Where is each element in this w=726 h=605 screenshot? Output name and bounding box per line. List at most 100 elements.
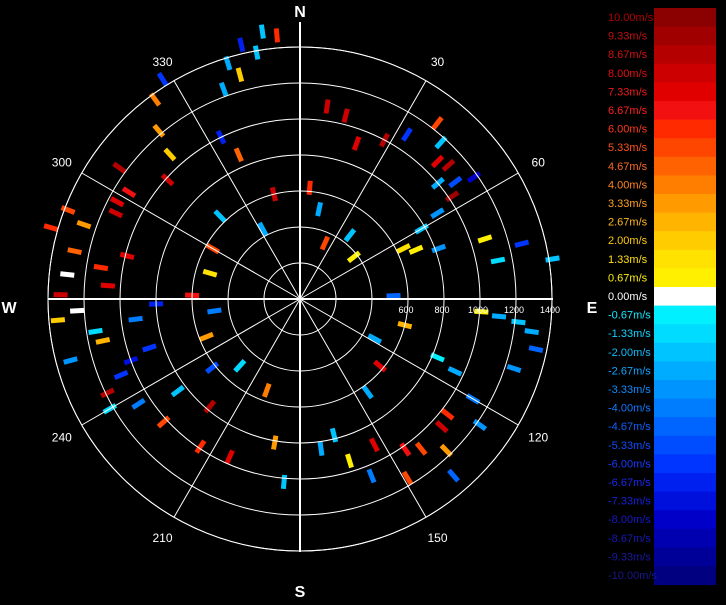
echo-gate-21 (545, 255, 560, 263)
echo-gate-89 (258, 24, 266, 39)
echo-gate-100 (361, 385, 374, 400)
colorbar-label-27: -8.00m/s (608, 514, 651, 526)
bearing-label-120: 120 (528, 431, 548, 445)
echo-gate-1 (341, 108, 350, 123)
echo-gate-20 (490, 256, 506, 265)
colorbar-label-29: -9.33m/s (608, 551, 651, 563)
echo-gate-98 (367, 333, 383, 345)
colorbar-label-20: -3.33m/s (608, 384, 651, 396)
echo-gate-40 (366, 468, 377, 484)
echo-gate-88 (252, 45, 261, 60)
echo-gate-93 (319, 235, 331, 251)
echo-gate-50 (170, 384, 185, 398)
echo-gate-92 (315, 201, 324, 217)
colorbar-swatch-17 (654, 324, 716, 344)
echo-gate-68 (67, 247, 82, 256)
bearing-label-240: 240 (52, 431, 72, 445)
echo-gate-73 (108, 207, 124, 219)
spoke-60 (299, 172, 519, 300)
colorbar-label-15: 0.00m/s (608, 291, 648, 303)
echo-gate-0 (323, 99, 331, 114)
colorbar-swatch-3 (654, 63, 716, 83)
range-label-800: 800 (434, 305, 449, 315)
echo-gate-53 (100, 387, 115, 399)
colorbar-label-23: -5.33m/s (608, 440, 651, 452)
colorbar-label-30: -10.00m/s (608, 570, 657, 582)
colorbar-label-26: -7.33m/s (608, 496, 651, 508)
compass-south-label: S (295, 584, 306, 600)
echo-gate-90 (273, 28, 281, 43)
echo-gate-87 (237, 37, 246, 53)
colorbar-label-10: 3.33m/s (608, 198, 648, 210)
echo-gate-34 (439, 443, 453, 458)
range-label-1200: 1200 (504, 305, 524, 315)
echo-gate-95 (346, 250, 361, 264)
echo-gate-22 (474, 308, 489, 315)
colorbar-swatch-24 (654, 454, 716, 474)
colorbar-swatch-9 (654, 175, 716, 195)
colorbar-label-6: 6.00m/s (608, 124, 648, 136)
echo-gate-43 (317, 441, 325, 456)
colorbar-swatch-20 (654, 380, 716, 400)
echo-gate-86 (235, 67, 245, 83)
echo-gate-71 (76, 219, 92, 230)
colorbar-swatch-5 (654, 101, 716, 121)
colorbar-label-9: 4.00m/s (608, 179, 648, 191)
echo-gate-19 (514, 239, 530, 248)
colorbar-label-24: -6.00m/s (608, 458, 651, 470)
echo-gate-56 (141, 343, 157, 353)
spoke-240 (81, 298, 301, 426)
echo-gate-49 (156, 415, 171, 429)
echo-gate-105 (207, 307, 222, 315)
colorbar-label-21: -4.00m/s (608, 403, 651, 415)
echo-gate-6 (434, 135, 448, 150)
colorbar-swatch-2 (654, 45, 716, 65)
echo-gate-103 (205, 361, 220, 374)
colorbar-swatch-26 (654, 491, 716, 511)
echo-gate-62 (69, 307, 85, 314)
compass-north-label: N (294, 4, 306, 21)
bearing-label-60: 60 (532, 156, 546, 170)
colorbar-swatch-7 (654, 138, 716, 158)
colorbar-swatch-0 (654, 8, 716, 28)
echo-gate-84 (218, 81, 229, 97)
echo-gate-64 (53, 292, 68, 298)
echo-gate-67 (93, 263, 109, 272)
echo-gate-37 (399, 442, 412, 457)
echo-gate-70 (43, 223, 59, 232)
echo-gate-69 (119, 251, 135, 261)
range-label-1400: 1400 (540, 305, 560, 315)
echo-gate-109 (213, 209, 227, 223)
echo-gate-51 (131, 397, 146, 410)
echo-gate-16 (408, 244, 424, 255)
echo-gate-26 (528, 345, 544, 354)
colorbar-swatch-8 (654, 156, 716, 176)
colorbar-label-19: -2.67m/s (608, 365, 651, 377)
echo-gate-42 (329, 427, 339, 443)
colorbar-swatch-6 (654, 119, 716, 139)
spoke-120 (299, 298, 519, 426)
colorbar-swatch-28 (654, 528, 716, 548)
echo-gate-24 (511, 318, 526, 326)
echo-gate-39 (368, 437, 380, 453)
echo-gate-80 (148, 92, 162, 107)
echo-gate-17 (431, 243, 447, 254)
colorbar-swatch-16 (654, 305, 716, 325)
colorbar-swatch-27 (654, 510, 716, 530)
echo-gate-35 (447, 468, 460, 483)
echo-gate-99 (373, 359, 387, 373)
echo-gate-83 (233, 147, 244, 163)
echo-gate-4 (400, 127, 413, 142)
colorbar-label-16: -0.67m/s (608, 310, 651, 322)
polar-grid (47, 22, 553, 552)
colorbar-label-0: 10.00m/s (608, 12, 654, 24)
echo-gate-96 (386, 292, 401, 299)
colorbar-label-2: 8.67m/s (608, 49, 648, 61)
colorbar-swatch-13 (654, 249, 716, 269)
colorbar-swatch-22 (654, 417, 716, 437)
colorbar-label-17: -1.33m/s (608, 328, 651, 340)
echo-gate-11 (466, 171, 482, 184)
echo-gate-2 (351, 135, 362, 151)
colorbar-label-18: -2.00m/s (608, 347, 651, 359)
